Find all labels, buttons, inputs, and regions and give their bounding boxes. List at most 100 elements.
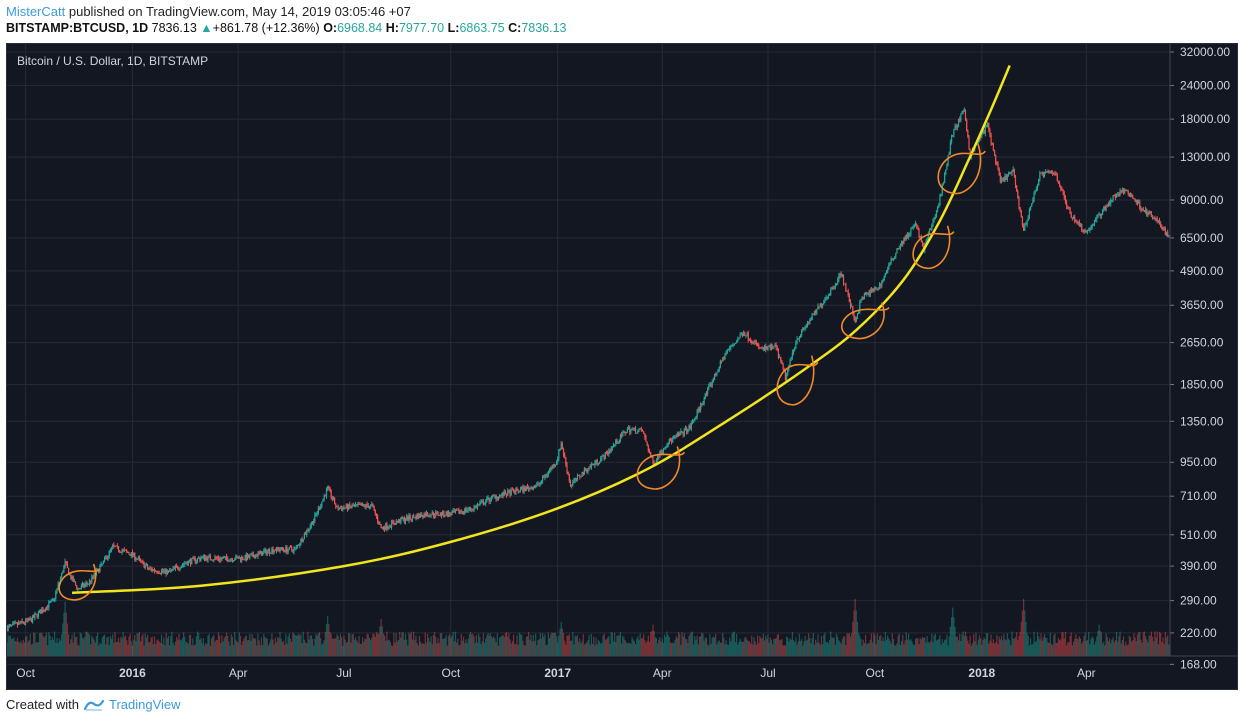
candle-body <box>428 515 430 517</box>
volume-bar <box>945 639 947 656</box>
candle-body <box>725 352 727 355</box>
volume-bar <box>225 632 228 656</box>
candle-body <box>553 464 555 467</box>
volume-bar <box>165 632 167 656</box>
volume-bar <box>1052 644 1054 656</box>
volume-bar <box>507 636 509 656</box>
volume-bar <box>729 637 731 656</box>
volume-bar <box>234 631 236 656</box>
volume-bar <box>357 642 359 656</box>
volume-bar <box>883 641 885 656</box>
candle-body <box>196 558 199 561</box>
volume-bar <box>905 632 907 656</box>
chart-panel[interactable]: 32000.00 24000.00 18000.00 13000.00 9000.00 6… <box>6 43 1238 690</box>
volume-bar <box>1127 644 1129 656</box>
candle-body <box>755 341 757 345</box>
volume-bar <box>1041 640 1043 656</box>
volume-bar <box>440 632 443 656</box>
volume-bar <box>971 643 974 656</box>
volume-bar <box>1132 640 1134 656</box>
volume-bar <box>103 634 106 656</box>
volume-bar <box>995 642 997 656</box>
time-axis[interactable]: Oct 2016 Apr Jul Oct 2017 Apr Jul Oct 2018 Apr <box>7 655 1237 680</box>
volume-bar <box>443 638 445 656</box>
candle-body <box>664 448 666 450</box>
candle-body <box>137 557 139 560</box>
author-link[interactable]: MisterCatt <box>6 4 66 19</box>
candle-body <box>415 515 417 519</box>
volume-bar <box>1151 636 1154 656</box>
tradingview-brand-link[interactable]: TradingView <box>108 697 181 712</box>
candle-body <box>78 588 80 590</box>
price-chart[interactable]: 32000.0024000.0018000.0013000.009000.006… <box>7 44 1237 689</box>
volume-bar <box>752 644 754 656</box>
volume-bar <box>1104 645 1106 656</box>
candle-body <box>988 123 990 130</box>
volume-bar <box>119 642 121 656</box>
volume-bar <box>502 634 504 656</box>
volume-bar <box>826 641 828 656</box>
candle-body <box>848 295 850 302</box>
volume-bar <box>467 638 469 656</box>
candle-body <box>1149 211 1151 213</box>
candle-body <box>690 423 692 430</box>
candle-body <box>1027 216 1029 221</box>
candle-body <box>257 552 259 557</box>
volume-bar <box>1034 642 1036 656</box>
candle-body <box>1104 207 1106 211</box>
volume-bar <box>990 634 992 656</box>
volume-bar <box>243 638 245 656</box>
volume-bar <box>830 631 832 656</box>
volume-bar <box>733 631 735 656</box>
volume-bar <box>636 638 638 656</box>
volume-bar <box>912 644 914 656</box>
volume-bar <box>64 601 66 656</box>
volume-bar <box>629 643 631 656</box>
volume-bar <box>923 637 925 656</box>
volume-bar <box>530 634 532 656</box>
volume-bar <box>231 636 233 656</box>
candle-body <box>220 558 222 561</box>
candle-body <box>61 572 63 578</box>
volume-bar <box>831 636 833 656</box>
candle-body <box>636 432 638 434</box>
candle-body <box>1004 175 1006 181</box>
candle-body <box>160 570 163 574</box>
candle-body <box>1034 189 1036 193</box>
candle-body <box>774 345 776 347</box>
volume-bar <box>578 641 580 656</box>
candle-body <box>838 275 840 280</box>
volume-bar <box>482 633 484 656</box>
price-axis[interactable]: 32000.0024000.0018000.0013000.009000.006… <box>1169 44 1230 671</box>
volume-bar <box>747 641 749 656</box>
candle-body <box>550 467 552 471</box>
volume-bar <box>652 624 654 656</box>
candle-body <box>451 512 453 516</box>
volume-bar <box>538 639 540 656</box>
volume-bar <box>1004 639 1006 656</box>
candle-body <box>700 404 702 411</box>
volume-bar <box>1162 637 1164 656</box>
candle-body <box>705 393 708 395</box>
volume-bar <box>94 642 96 656</box>
volume-bar <box>345 642 347 656</box>
candle-body <box>1127 190 1129 194</box>
candle-body <box>165 568 167 575</box>
volume-bar <box>604 639 606 656</box>
volume-bar <box>152 644 154 656</box>
volume-bar <box>928 643 931 656</box>
candle-body <box>555 462 558 465</box>
volume-bar <box>853 610 855 656</box>
candle-body <box>835 283 838 285</box>
volume-bar <box>934 633 936 656</box>
candle-body <box>121 550 123 553</box>
candle-body <box>70 574 72 580</box>
y-tick-label: 24000.00 <box>1180 79 1230 93</box>
candle-body <box>106 557 108 560</box>
volume-bar <box>353 639 355 656</box>
candle-body <box>21 620 23 622</box>
candle-body <box>792 349 795 353</box>
candle-body <box>467 509 469 511</box>
candle-body <box>967 130 969 137</box>
candle-body <box>1167 232 1169 237</box>
